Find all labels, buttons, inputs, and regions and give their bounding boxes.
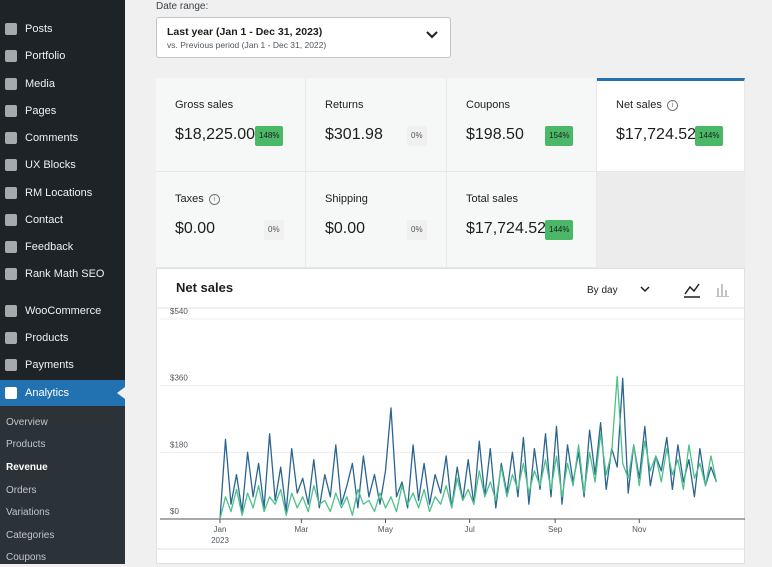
menu-item[interactable]: Feedback bbox=[0, 234, 125, 260]
menu-label: Feedback bbox=[25, 241, 74, 253]
menu-label: Posts bbox=[25, 23, 53, 35]
stat-value: $198.50 bbox=[466, 126, 524, 143]
date-range-label: Date range: bbox=[156, 1, 209, 12]
menu-item[interactable]: Products bbox=[0, 325, 125, 351]
submenu-item[interactable]: Categories bbox=[6, 530, 55, 541]
stat-card[interactable]: Shipping $0.00 0% bbox=[306, 172, 447, 268]
stat-label: Gross sales bbox=[175, 99, 234, 111]
stat-change: 154% bbox=[545, 126, 574, 146]
menu-label: RM Locations bbox=[25, 187, 93, 199]
stat-card[interactable]: Total sales $17,724.52 144% bbox=[447, 172, 597, 268]
stat-label: Returns bbox=[325, 99, 364, 111]
stat-card[interactable]: Gross sales $18,225.00 148% bbox=[156, 78, 306, 172]
stat-label-row: Taxes i bbox=[175, 193, 220, 205]
info-icon: i bbox=[666, 100, 678, 111]
date-range-select[interactable]: Last year (Jan 1 - Dec 31, 2023) vs. Pre… bbox=[156, 17, 451, 58]
stat-value: $17,724.52 bbox=[616, 126, 697, 143]
menu-item[interactable]: Portfolio bbox=[0, 43, 125, 69]
submenu-item[interactable]: Variations bbox=[6, 507, 50, 518]
sidebar: Posts Portfolio Media Pages Comments UX … bbox=[0, 0, 125, 564]
menu-item[interactable]: Pages bbox=[0, 98, 125, 124]
stat-label-row: Net sales i bbox=[616, 99, 678, 111]
stat-change: 144% bbox=[545, 220, 574, 240]
menu-label: Contact bbox=[25, 214, 63, 226]
stat-value: $301.98 bbox=[325, 126, 383, 143]
menu-item[interactable]: Contact bbox=[0, 207, 125, 233]
menu-label: Comments bbox=[25, 132, 79, 144]
menu-item[interactable]: Comments bbox=[0, 125, 125, 151]
stat-label: Taxes bbox=[175, 193, 204, 205]
menu-item[interactable]: Payments bbox=[0, 352, 125, 378]
menu-item[interactable]: Posts bbox=[0, 16, 125, 42]
submenu: Overview Products Revenue Orders Variati… bbox=[0, 406, 125, 564]
menu-item-active[interactable]: Analytics bbox=[0, 380, 125, 406]
menu-label: Products bbox=[25, 332, 69, 344]
stat-value: $17,724.52 bbox=[466, 220, 547, 237]
chevron bbox=[426, 31, 438, 39]
stat-change: 0% bbox=[407, 126, 427, 146]
submenu-item[interactable]: Overview bbox=[6, 417, 48, 428]
stat-change: 144% bbox=[695, 126, 724, 146]
submenu-item-current[interactable]: Revenue bbox=[6, 462, 48, 473]
menu-item[interactable]: UX Blocks bbox=[0, 152, 125, 178]
stat-change: 148% bbox=[255, 126, 284, 146]
chart-panel bbox=[156, 268, 745, 564]
menu-label: UX Blocks bbox=[25, 159, 76, 171]
date-range-current: Last year (Jan 1 - Dec 31, 2023) bbox=[167, 26, 323, 38]
menu-label: Analytics bbox=[25, 387, 70, 399]
menu-label: Payments bbox=[25, 359, 74, 371]
submenu-item[interactable]: Products bbox=[6, 439, 46, 450]
menu-label: Rank Math SEO bbox=[25, 268, 105, 280]
stat-label: Total sales bbox=[466, 193, 518, 205]
info-icon: i bbox=[208, 194, 220, 205]
stat-value: $18,225.00 bbox=[175, 126, 256, 143]
menu-item[interactable]: Rank Math SEO bbox=[0, 261, 125, 287]
menu-item[interactable]: RM Locations bbox=[0, 180, 125, 206]
menu-label: Media bbox=[25, 78, 55, 90]
active-arrow bbox=[117, 387, 125, 399]
stat-label: Coupons bbox=[466, 99, 511, 111]
stat-value: $0.00 bbox=[175, 220, 216, 237]
empty-card bbox=[597, 172, 745, 268]
stat-label: Shipping bbox=[325, 193, 368, 205]
menu-label: Pages bbox=[25, 105, 57, 117]
stat-change: 0% bbox=[407, 220, 427, 240]
stat-card-selected[interactable]: Net sales i $17,724.52 144% bbox=[597, 78, 745, 172]
stat-label: Net sales bbox=[616, 99, 662, 111]
date-range-compare: vs. Previous period (Jan 1 - Dec 31, 202… bbox=[167, 40, 327, 50]
submenu-item[interactable]: Coupons bbox=[6, 552, 47, 563]
menu-label: Portfolio bbox=[25, 50, 66, 62]
stat-change: 0% bbox=[264, 220, 284, 240]
stat-card[interactable]: Returns $301.98 0% bbox=[306, 78, 447, 172]
stat-card[interactable]: Taxes i $0.00 0% bbox=[156, 172, 306, 268]
menu-item[interactable]: WooCommerce bbox=[0, 298, 125, 324]
menu-item[interactable]: Media bbox=[0, 71, 125, 97]
submenu-item[interactable]: Orders bbox=[6, 485, 37, 496]
stat-card[interactable]: Coupons $198.50 154% bbox=[447, 78, 597, 172]
stat-value: $0.00 bbox=[325, 220, 366, 237]
menu-label: WooCommerce bbox=[25, 305, 102, 317]
